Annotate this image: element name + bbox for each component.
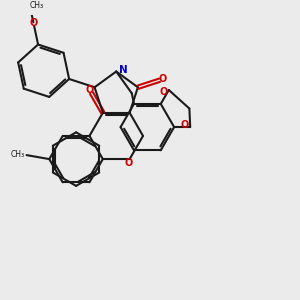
Text: O: O — [159, 87, 167, 97]
Text: O: O — [159, 74, 167, 84]
Text: CH₃: CH₃ — [30, 1, 44, 10]
Text: O: O — [124, 158, 132, 168]
Text: N: N — [119, 65, 128, 75]
Text: O: O — [29, 18, 38, 28]
Text: O: O — [181, 120, 189, 130]
Text: CH₃: CH₃ — [10, 150, 24, 159]
Text: O: O — [85, 85, 94, 95]
